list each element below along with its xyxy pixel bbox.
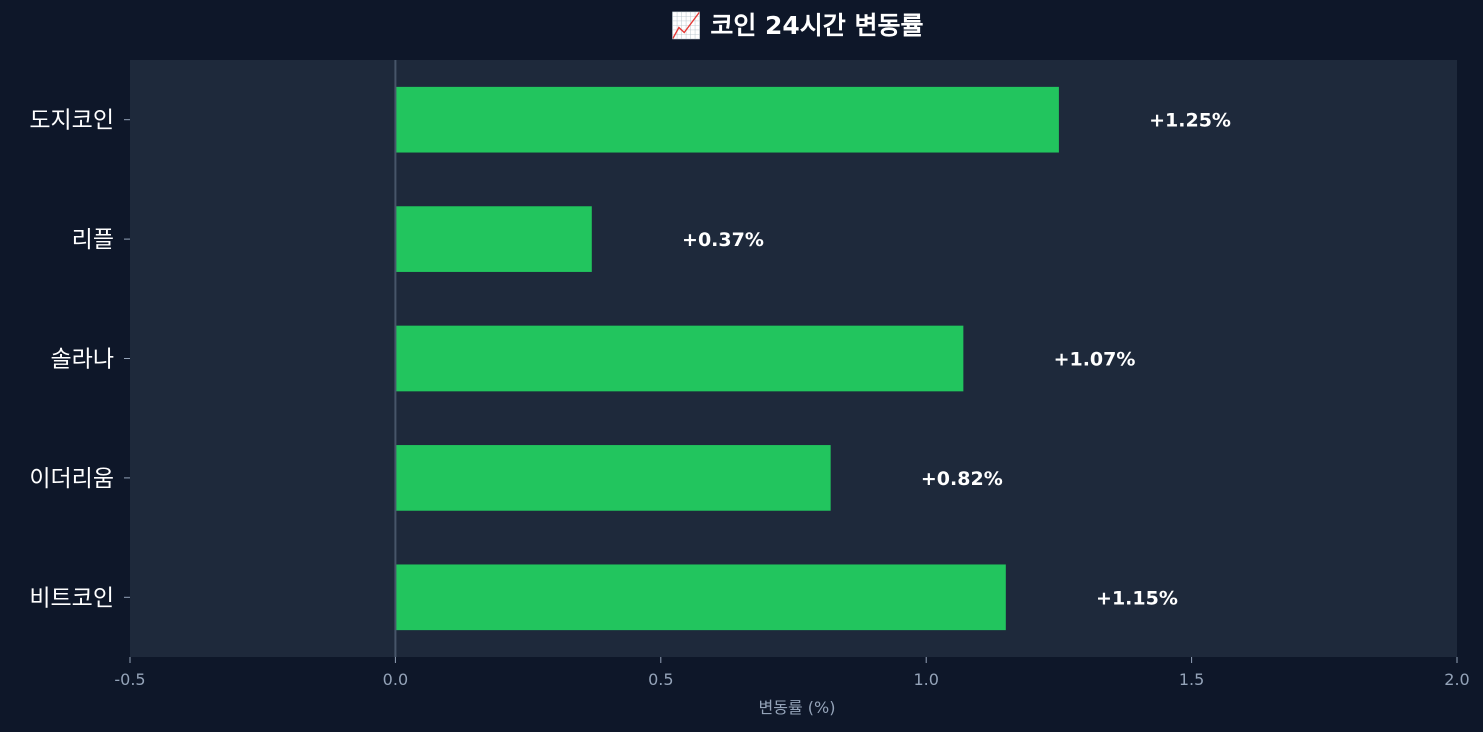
x-tick-label: 2.0 [1444,670,1469,689]
bar [395,445,831,511]
category-label: 리플 [72,227,114,253]
category-label: 도지코인 [29,108,114,134]
bar [395,86,1059,153]
bar [395,325,964,392]
y-axis-ticks: 비트코인 이더리움 솔라나 리플 도지코인 [29,108,130,611]
x-tick-label: 1.0 [913,670,938,689]
chart-title: 📈 코인 24시간 변동률 [670,11,923,40]
category-label: 이더리움 [29,466,114,492]
data-label: +1.15% [1096,587,1178,609]
x-tick-label: 0.5 [648,670,673,689]
x-axis-ticks: -0.5 0.0 0.5 1.0 1.5 2.0 [114,657,1470,689]
bar [395,564,1006,631]
x-axis-label: 변동률 (%) [759,698,836,717]
bars-group: +1.15% +0.82% +1.07% +0.37% +1.25% [395,86,1231,631]
bar [395,206,592,272]
x-tick-label: -0.5 [114,670,145,689]
category-label: 비트코인 [29,585,114,611]
x-tick-label: 0.0 [383,670,408,689]
category-label: 솔라나 [51,347,114,373]
x-tick-label: 1.5 [1179,670,1204,689]
data-label: +0.82% [921,468,1003,490]
data-label: +1.07% [1054,349,1136,371]
data-label: +0.37% [682,229,764,251]
data-label: +1.25% [1149,110,1231,132]
